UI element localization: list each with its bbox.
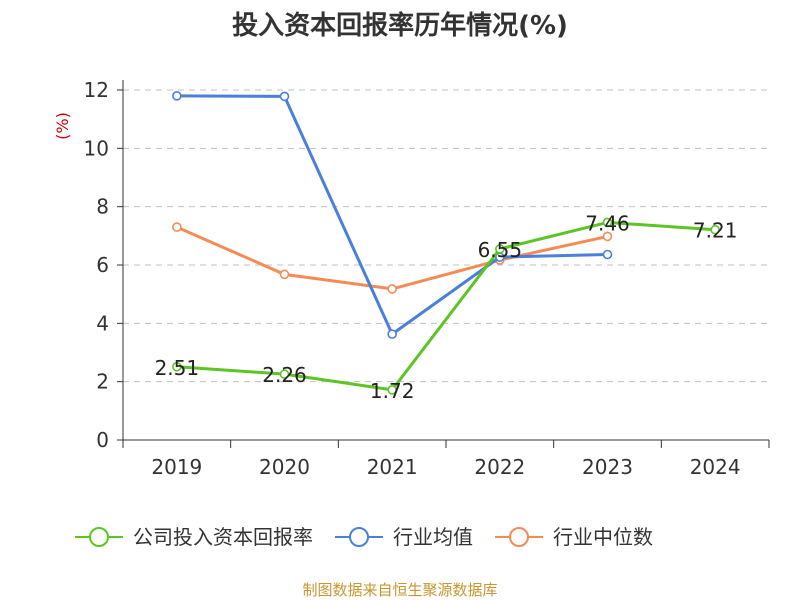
y-axis-label: (%) <box>53 112 72 140</box>
source-credit: 制图数据来自恒生聚源数据库 <box>302 581 497 599</box>
y-tick-label: 0 <box>96 428 109 452</box>
data-label: 7.46 <box>585 211 630 235</box>
y-tick-label: 2 <box>96 370 109 394</box>
series-line <box>176 225 608 291</box>
data-point[interactable] <box>279 91 290 102</box>
series-3 <box>172 222 613 294</box>
series-line <box>176 220 716 392</box>
legend: 公司投入资本回报率 行业均值 行业中位数 <box>75 525 653 549</box>
data-label: 2.51 <box>155 356 200 380</box>
data-point[interactable] <box>387 329 397 339</box>
data-point[interactable] <box>387 284 397 294</box>
legend-marker <box>349 527 369 547</box>
x-tick-label: 2024 <box>690 455 741 479</box>
series-1 <box>172 217 720 395</box>
x-tick-label: 2021 <box>367 455 418 479</box>
series-group <box>172 91 720 395</box>
x-tick-label: 2019 <box>151 455 202 479</box>
legend-item-3[interactable]: 行业中位数 <box>495 525 653 549</box>
legend-label: 行业均值 <box>393 525 473 549</box>
data-point[interactable] <box>602 217 613 228</box>
y-tick-label: 10 <box>84 136 109 160</box>
x-tick-label: 2022 <box>474 455 525 479</box>
data-point[interactable] <box>172 361 182 372</box>
data-point[interactable] <box>172 222 182 232</box>
data-point[interactable] <box>279 269 290 280</box>
axes: 0 2 4 6 8 10 12 2019 2020 2021 2022 2023 2024 <box>84 78 770 479</box>
data-label: 2.26 <box>262 363 307 387</box>
y-tick-label: 4 <box>96 311 109 335</box>
data-label: 6.55 <box>478 238 523 262</box>
data-point[interactable] <box>387 385 397 395</box>
series-2 <box>172 91 613 339</box>
data-point[interactable] <box>602 231 613 242</box>
legend-item-2[interactable]: 行业均值 <box>335 525 473 549</box>
legend-marker <box>509 527 529 547</box>
x-tick-label: 2020 <box>259 455 310 479</box>
y-tick-label: 12 <box>84 78 109 102</box>
data-point[interactable] <box>172 91 182 101</box>
grid-lines <box>123 89 769 383</box>
chart-title: 投入资本回报率历年情况(%) <box>232 10 568 41</box>
legend-item-1[interactable]: 公司投入资本回报率 <box>75 525 313 549</box>
data-point[interactable] <box>710 224 720 235</box>
data-label: 7.21 <box>693 219 738 243</box>
legend-label: 公司投入资本回报率 <box>133 525 313 549</box>
legend-label: 行业中位数 <box>553 525 653 549</box>
series-line <box>176 94 608 336</box>
y-tick-label: 8 <box>96 195 109 219</box>
x-tick-label: 2023 <box>582 455 633 479</box>
data-point[interactable] <box>602 249 613 260</box>
legend-marker <box>89 527 109 547</box>
data-label: 1.72 <box>370 379 415 403</box>
y-tick-label: 6 <box>96 253 109 277</box>
data-point[interactable] <box>279 369 290 379</box>
data-point[interactable] <box>495 244 505 254</box>
data-labels: 2.51 2.26 1.72 6.55 7.46 7.21 <box>155 211 738 402</box>
